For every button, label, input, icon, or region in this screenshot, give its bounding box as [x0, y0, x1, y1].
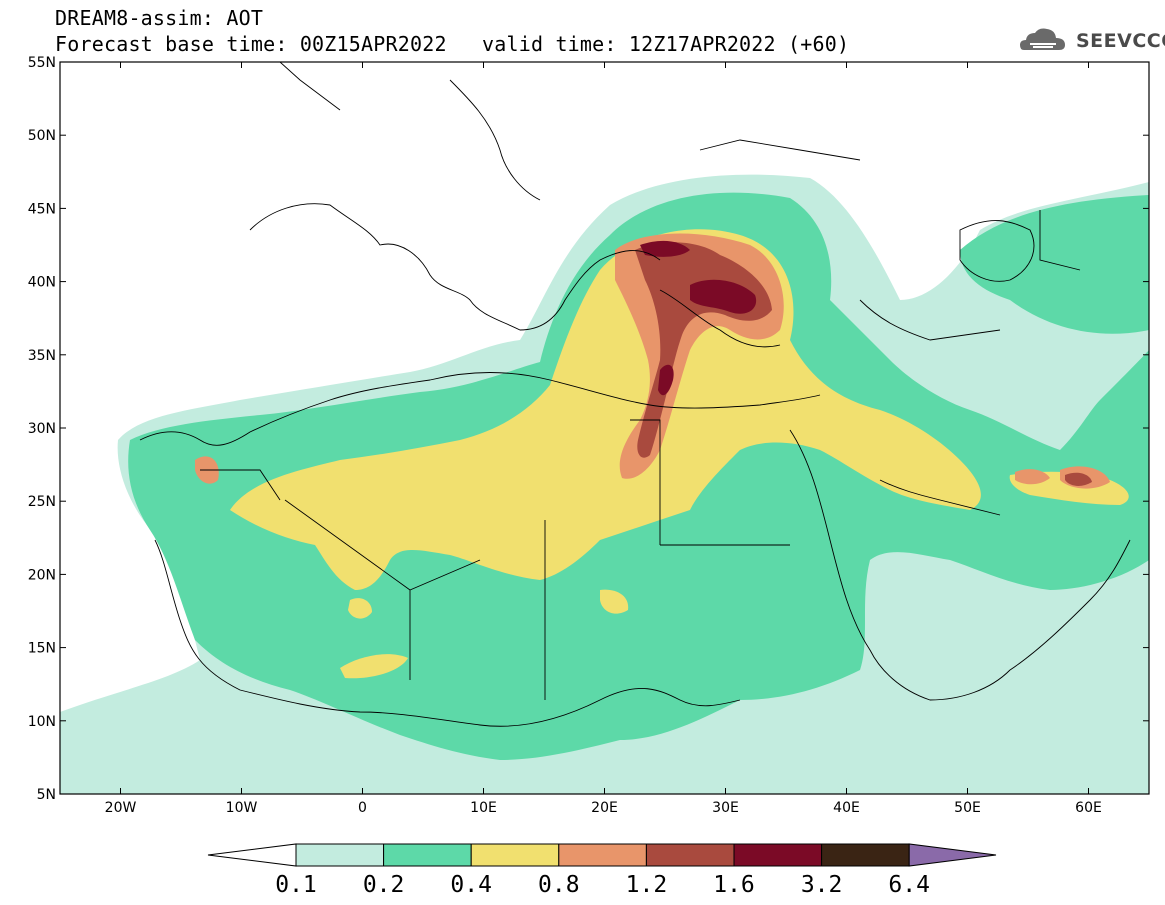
lat-label: 55N	[28, 55, 56, 71]
axis-ticks: 20W 10W 0 10E 20E 30E 40E 50E 60E 55N 50N 45N 40N 35N…	[28, 55, 1149, 816]
aot-field	[60, 62, 1149, 794]
lat-label: 30N	[28, 421, 56, 437]
lon-label: 20W	[105, 800, 137, 816]
lat-label: 20N	[28, 567, 56, 583]
base-time-text: Forecast base time: 00Z15APR2022	[55, 32, 447, 56]
colorbar-swatch	[645, 843, 735, 867]
lat-label: 10N	[28, 714, 56, 730]
lat-label: 15N	[28, 641, 56, 657]
colorbar-arrow-low	[207, 843, 297, 867]
colorbar-label: 6.4	[888, 872, 930, 898]
colorbar-label: 0.2	[363, 872, 405, 898]
lon-label: 40E	[833, 800, 860, 816]
colorbar-swatch	[821, 843, 910, 867]
lon-label: 10E	[470, 800, 497, 816]
colorbar-label: 0.4	[450, 872, 492, 898]
colorbar-label: 1.2	[626, 872, 668, 898]
colorbar-label: 1.6	[713, 872, 755, 898]
lon-label: 60E	[1075, 800, 1102, 816]
lon-label: 20E	[591, 800, 618, 816]
colorbar-label: 0.8	[538, 872, 580, 898]
coastlines	[139, 62, 1131, 727]
lat-label: 25N	[28, 494, 56, 510]
colorbar-swatch	[470, 843, 560, 867]
colorbar-arrow-high	[908, 843, 997, 867]
lon-label: 50E	[954, 800, 981, 816]
lon-label: 30E	[712, 800, 739, 816]
colorbar-swatch	[558, 843, 647, 867]
lat-label: 40N	[28, 275, 56, 291]
colorbar-label: 3.2	[801, 872, 843, 898]
map-title: DREAM8-assim: AOT	[55, 6, 264, 30]
colorbar-label: 0.1	[275, 872, 317, 898]
colorbar: 0.1 0.2 0.4 0.8 1.2 1.6 3.2 6.4	[207, 843, 997, 898]
valid-time-text: valid time: 12Z17APR2022 (+60)	[482, 32, 850, 56]
lon-label: 10W	[226, 800, 258, 816]
cloud-icon	[1020, 28, 1065, 50]
lat-label: 50N	[28, 128, 56, 144]
colorbar-swatch	[733, 843, 823, 867]
lon-label: 0	[358, 800, 367, 816]
aot-contour-1.6	[640, 240, 757, 396]
colorbar-swatch	[295, 843, 385, 867]
lat-label: 5N	[37, 787, 56, 803]
lat-label: 45N	[28, 201, 56, 217]
logo-text: SEEVCCC	[1076, 30, 1165, 52]
lat-label: 35N	[28, 348, 56, 364]
colorbar-swatch	[383, 843, 472, 867]
forecast-base-time: Forecast base time: 00Z15APR2022 valid ti…	[55, 32, 849, 56]
